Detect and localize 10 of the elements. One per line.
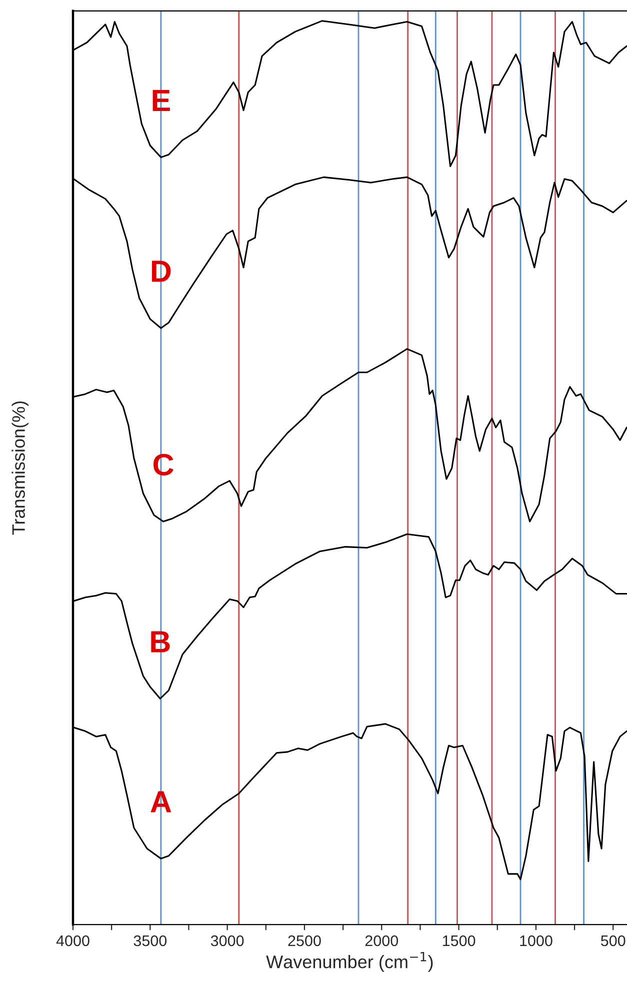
x-tick-label: 1500: [442, 935, 476, 946]
x-tick-label: 3500: [134, 935, 167, 946]
x-tick-label: 3000: [210, 935, 244, 946]
x-tick-label: 2000: [365, 935, 398, 946]
x-tick-label: 4000: [56, 935, 90, 946]
x-axis-title: Wavenumber (cm$^{−1}$): [266, 952, 433, 972]
y-axis-title: Transmission(%): [12, 401, 29, 535]
x-tick-label: 1000: [520, 935, 552, 946]
x-tick-label: 2500: [288, 935, 321, 946]
x-tick-label: 500: [600, 935, 626, 946]
